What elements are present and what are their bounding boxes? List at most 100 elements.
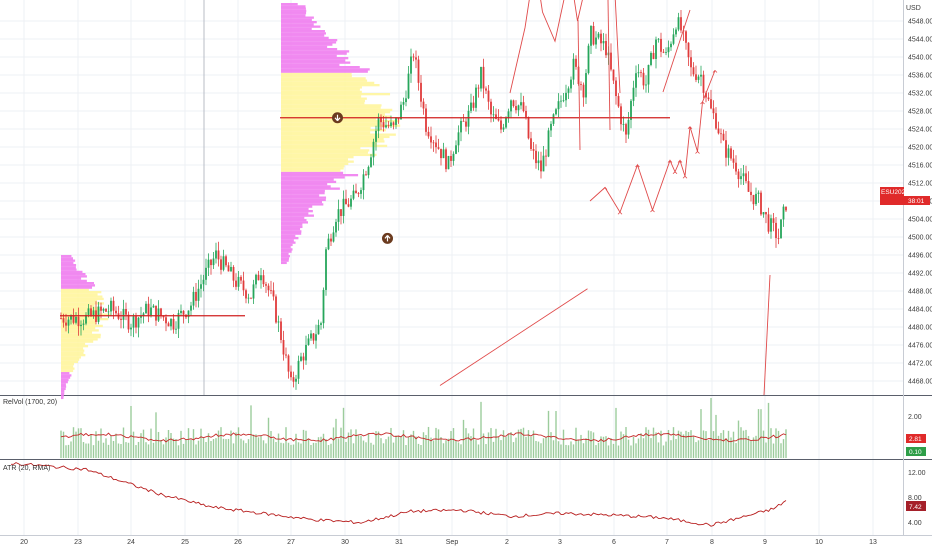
candle-body: [760, 192, 762, 215]
relvol-bar: [82, 442, 85, 458]
candle-body: [782, 206, 785, 220]
profile-row: [61, 331, 93, 334]
candle-body: [702, 74, 705, 93]
relvol-bar: [237, 427, 240, 458]
relvol-bar: [115, 433, 117, 458]
candle-body: [417, 59, 420, 83]
relvol-bar: [425, 435, 427, 458]
relvol-bar: [197, 440, 200, 458]
symbol-badge: ESU2021: [881, 189, 909, 196]
relvol-bar: [660, 430, 662, 458]
time-tick-label: 27: [287, 539, 295, 546]
relvol-bar: [117, 443, 120, 458]
candle-body: [765, 212, 767, 215]
relvol-bar: [95, 431, 97, 458]
relvol-bar: [352, 443, 355, 458]
relvol-bar: [270, 430, 272, 458]
candle-body: [77, 316, 80, 327]
relvol-bar: [272, 438, 275, 458]
profile-row: [281, 61, 351, 64]
candle-body: [455, 145, 457, 154]
profile-row: [281, 162, 349, 166]
profile-row: [281, 39, 338, 42]
relvol-bar: [480, 401, 482, 458]
path-arrowhead: [712, 69, 718, 73]
time-tick-label: 25: [181, 539, 189, 546]
candle-body: [305, 344, 307, 361]
price-tick-label: 4512.00: [908, 181, 932, 188]
profile-row: [281, 111, 391, 114]
relvol-bar: [140, 433, 142, 458]
profile-row: [281, 122, 381, 125]
relvol-bar: [170, 432, 172, 458]
profile-row: [61, 282, 95, 285]
candle-body: [182, 310, 185, 315]
candle-body: [140, 315, 142, 318]
profile-row: [281, 129, 387, 132]
price-tick-label: 4480.00: [908, 325, 932, 332]
relvol-bar: [522, 427, 525, 458]
relvol-bar: [385, 439, 387, 458]
profile-row: [281, 185, 331, 188]
relvol-bar: [690, 430, 692, 458]
relvol-bar: [295, 433, 297, 458]
candle-body: [295, 378, 297, 382]
profile-row: [61, 345, 89, 348]
relvol-bar: [495, 428, 497, 458]
relvol-bar: [662, 445, 665, 458]
relvol-bar: [587, 430, 590, 458]
relvol-bar: [337, 438, 340, 458]
time-axis[interactable]: 20 23 24 25 26 27 30 31 Sep 2 3 6 7 8 9 10 13: [20, 539, 877, 546]
relvol-bar: [382, 443, 385, 458]
path-arrowhead: [617, 211, 623, 215]
arrow-down-circle-marker: [332, 112, 343, 124]
candle-body: [755, 193, 757, 205]
candle-body: [780, 219, 782, 239]
candle-body: [165, 317, 167, 324]
relvol-bar: [765, 442, 767, 458]
relvol-bar: [567, 445, 570, 458]
projection-path-upper: [509, 0, 621, 94]
profile-row: [61, 268, 77, 271]
candle-body: [322, 289, 325, 324]
time-tick-label: Sep: [446, 539, 459, 546]
relvol-bar: [62, 431, 65, 458]
candle-body: [515, 106, 517, 111]
relvol-bar: [427, 426, 430, 458]
candle-body: [162, 315, 165, 318]
profile-row: [61, 376, 71, 379]
relvol-bar: [505, 437, 507, 458]
relvol-bar: [732, 431, 735, 458]
relvol-bar: [650, 438, 652, 458]
profile-row: [281, 131, 371, 134]
price-axis[interactable]: 4468.00 4472.00 4476.00 4480.00 4484.00 4488.…: [908, 19, 932, 528]
candle-body: [105, 308, 107, 312]
candle-body: [545, 155, 547, 157]
volume-profiles: [61, 3, 401, 400]
candle-body: [737, 171, 740, 180]
relvol-bar: [177, 445, 180, 458]
candle-body: [180, 310, 182, 314]
profile-row: [281, 54, 337, 58]
relvol-bar: [757, 409, 760, 458]
candle-body: [580, 84, 582, 85]
candle-body: [537, 160, 540, 164]
profile-row: [61, 396, 64, 400]
profile-row: [281, 81, 375, 85]
candle-body: [487, 90, 490, 102]
relvol-bar: [87, 443, 90, 458]
profile-row: [281, 174, 359, 177]
relvol-bar: [615, 407, 617, 458]
candle-body: [220, 259, 222, 270]
relvol-bar: [102, 442, 105, 458]
candle-body: [752, 194, 755, 205]
candle-body: [387, 125, 390, 127]
relvol-bar: [580, 434, 582, 458]
relvol-bar: [525, 436, 527, 458]
candle-body: [540, 160, 542, 172]
relvol-bar: [685, 430, 687, 458]
candle-body: [207, 259, 210, 268]
relvol-bar: [262, 440, 265, 458]
relvol-bar: [460, 444, 462, 458]
